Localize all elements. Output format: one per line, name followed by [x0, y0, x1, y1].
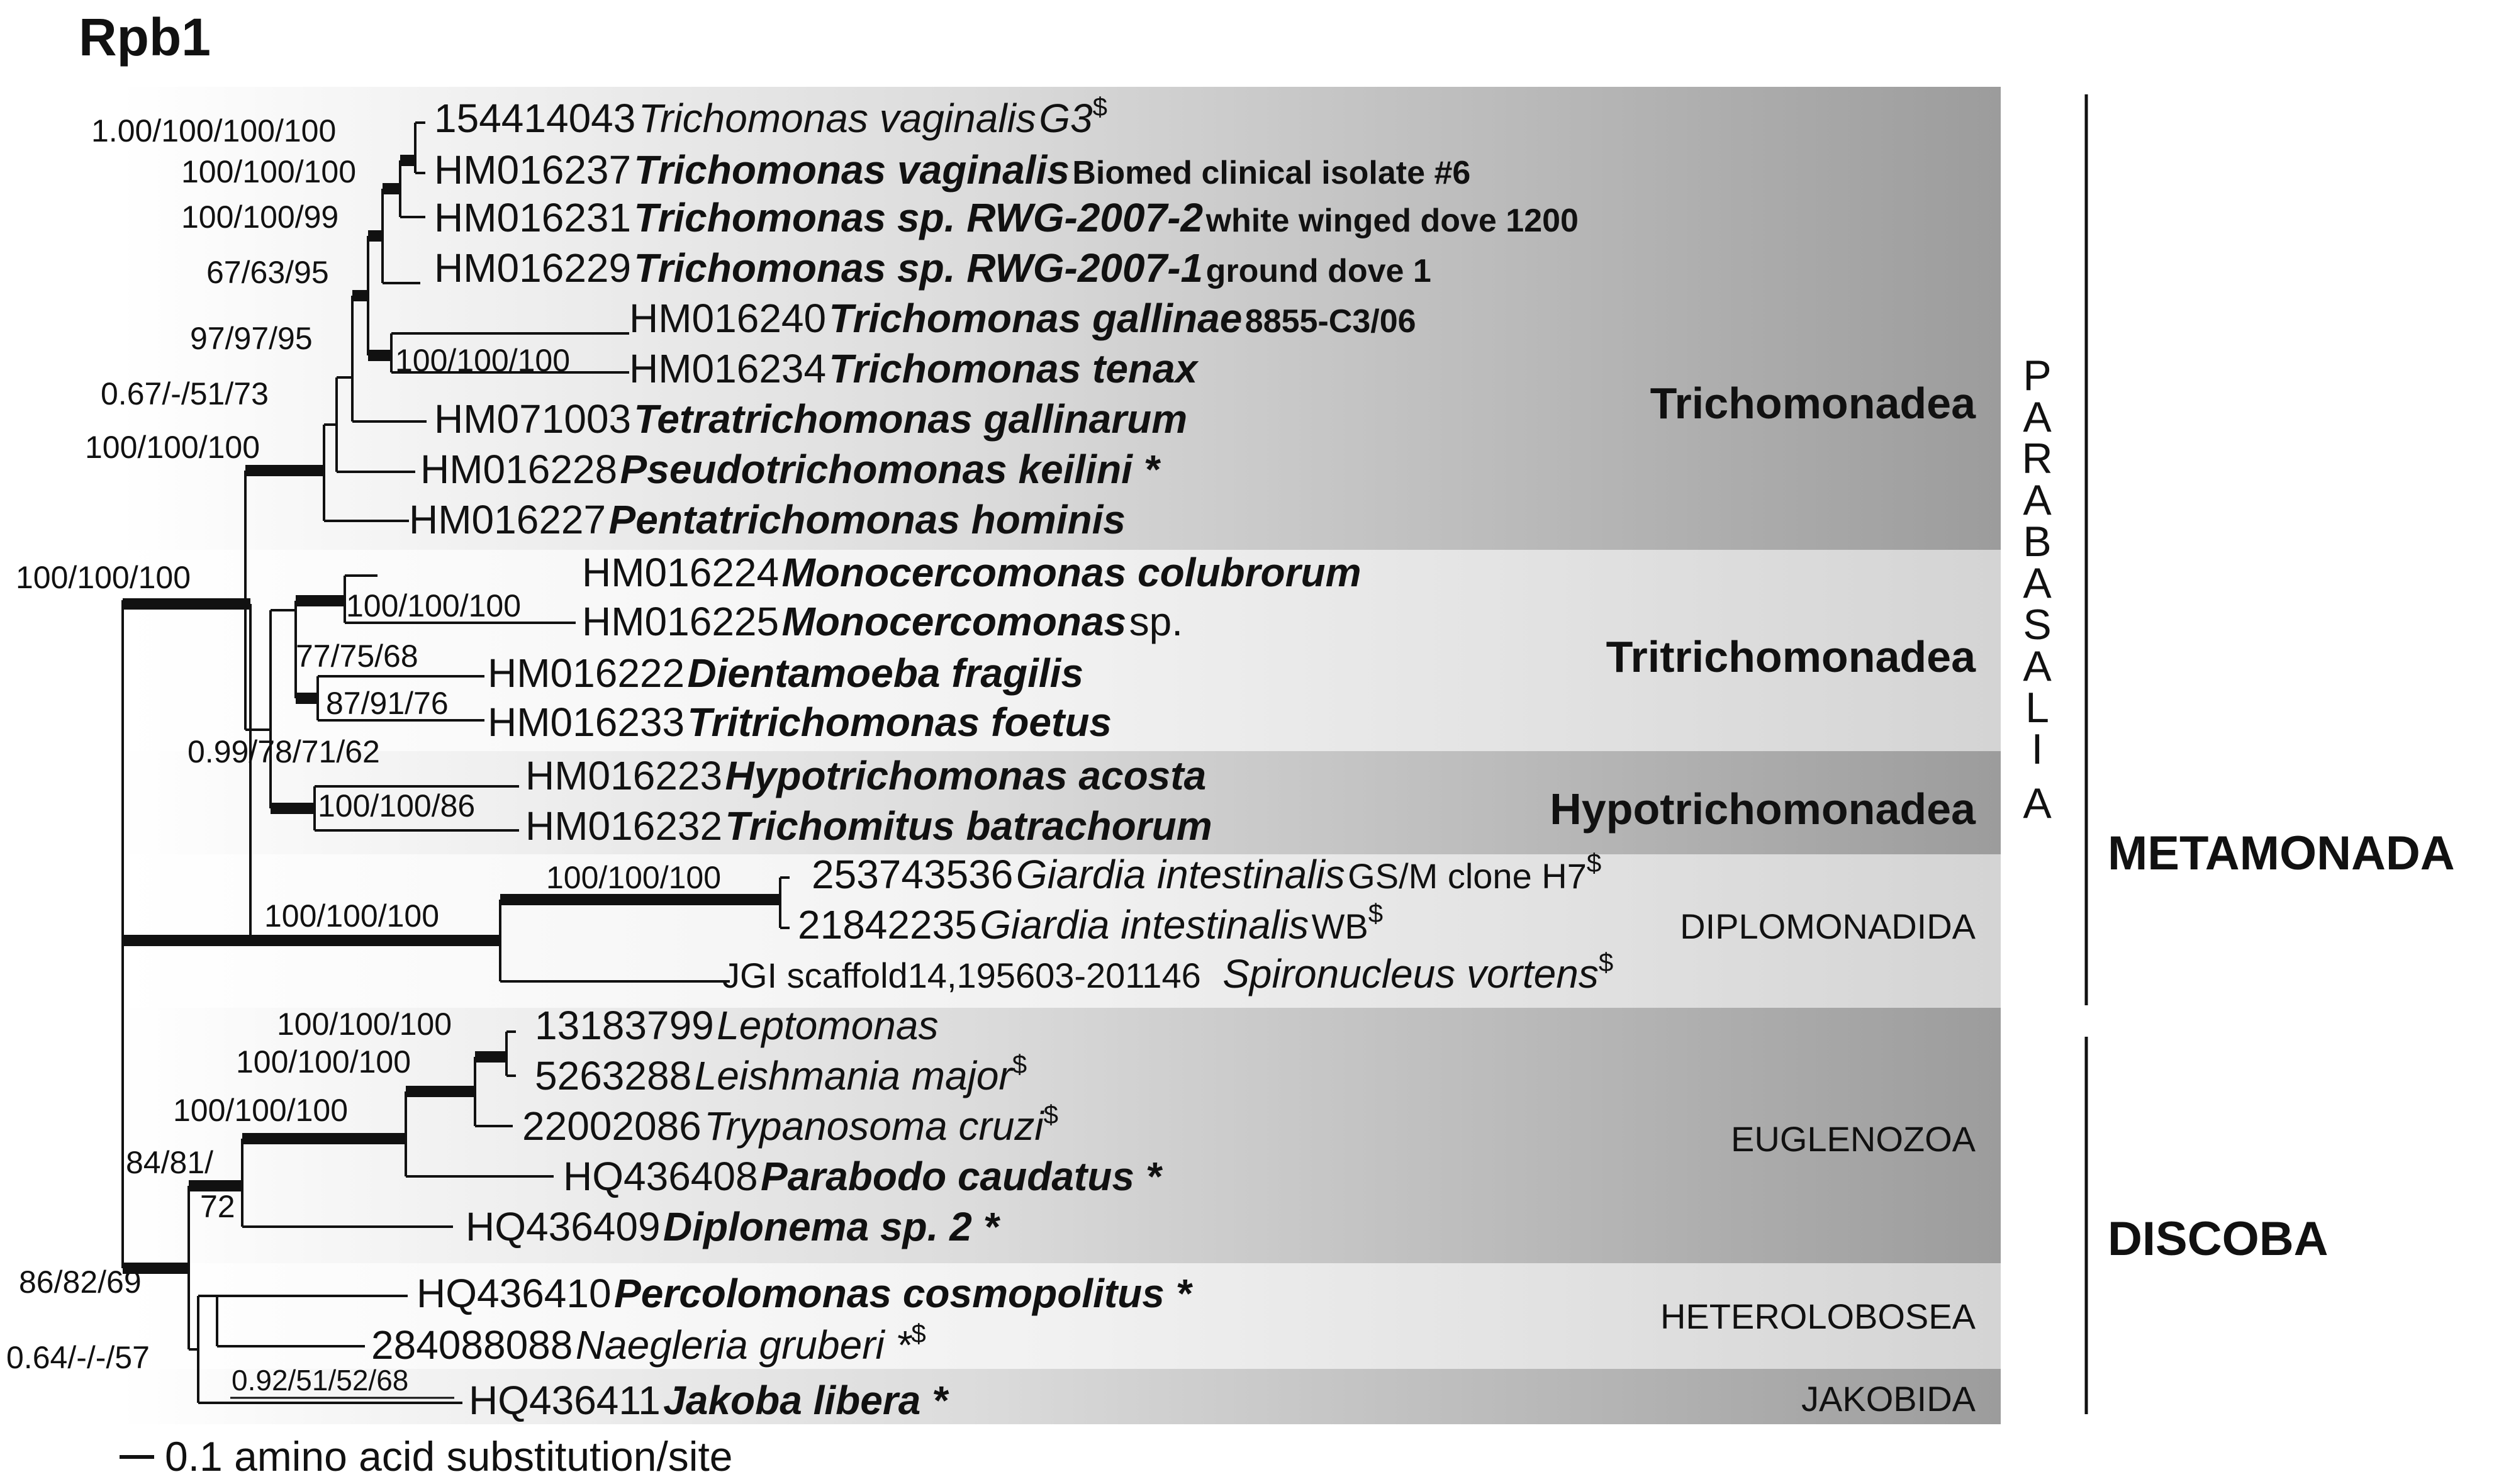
taxon-label: HQ436411 Jakoba libera *	[469, 1378, 949, 1423]
taxon-label: 22002086 Trypanosoma cruzi$	[522, 1100, 1058, 1149]
taxon-label: HM016222 Dientamoeba fragilis	[488, 650, 1083, 696]
band-diplomonadida	[120, 854, 2001, 1008]
parabasalia-letter: S	[2023, 601, 2051, 649]
taxon-label: 154414043 Trichomonas vaginalis G3$	[434, 92, 1107, 141]
support-value: 67/63/95	[206, 255, 329, 290]
support-value: 100/100/100	[346, 588, 521, 623]
parabasalia-letter: L	[2025, 684, 2049, 732]
support-value: 77/75/68	[296, 639, 418, 674]
taxon-label: 13183799 Leptomonas	[535, 1003, 938, 1048]
band-trichomonadea	[120, 87, 2001, 550]
support-value: 100/100/100	[236, 1044, 411, 1080]
support-value: 100/100/100	[173, 1093, 348, 1128]
support-value: 100/100/100	[395, 343, 570, 378]
taxon-label: HM016231 Trichomonas sp. RWG-2007-2 whit…	[434, 195, 1579, 240]
band-heterolobosea	[120, 1263, 2001, 1369]
supergroup-label-discoba: DISCOBA	[2108, 1212, 2328, 1266]
taxon-label: HM016227 Pentatrichomonas hominis	[409, 497, 1126, 542]
taxon-label: HM016233 Tritrichomonas foetus	[488, 700, 1112, 745]
taxon-label: HM016232 Trichomitus batrachorum	[525, 803, 1212, 849]
parabasalia-letter: I	[2032, 725, 2044, 773]
support-value: 97/97/95	[190, 321, 313, 356]
taxon-label: HM016240 Trichomonas gallinae 8855-C3/06	[629, 296, 1416, 341]
group-label-euglenozoa: EUGLENOZOA	[1731, 1119, 1976, 1159]
taxon-label: 253743536 Giardia intestinalis GS/M clon…	[812, 848, 1601, 897]
support-value: 100/100/99	[181, 199, 338, 235]
support-value: 1.00/100/100/100	[91, 113, 336, 148]
taxon-label: HM016234 Trichomonas tenax	[629, 346, 1199, 391]
taxon-label: HM016229 Trichomonas sp. RWG-2007-1 grou…	[434, 245, 1431, 291]
group-label-hypotrichomonadea: Hypotrichomonadea	[1550, 784, 1976, 834]
support-value: 100/100/100	[546, 860, 721, 895]
taxon-label: HM016225 Monocercomonas sp.	[582, 599, 1183, 644]
taxon-label: HM071003 Tetratrichomonas gallinarum	[434, 396, 1187, 442]
parabasalia-letter: A	[2023, 642, 2052, 690]
scale-label: 0.1 amino acid substitution/site	[165, 1433, 733, 1480]
taxon-label: 21842235 Giardia intestinalis WB$	[798, 898, 1383, 947]
support-value: 100/100/86	[318, 788, 475, 823]
group-label-trichomonadea: Trichomonadea	[1650, 379, 1976, 428]
support-value: 72	[200, 1189, 235, 1224]
band-tritrichomonadea	[120, 550, 2001, 751]
taxon-label: 5263288 Leishmania major$	[535, 1049, 1027, 1098]
taxon-label: JGI scaffold14,195603-201146 Spironucleu…	[722, 947, 1613, 996]
support-value: 0.92/51/52/68	[232, 1364, 408, 1397]
group-label-diplomonadida: DIPLOMONADIDA	[1680, 907, 1976, 946]
parabasalia-label: P A R A B A S A L I A	[2021, 352, 2052, 827]
support-value: 0.99/78/71/62	[187, 734, 380, 769]
taxon-label: HM016237 Trichomonas vaginalis Biomed cl…	[434, 147, 1470, 192]
parabasalia-letter: A	[2023, 779, 2052, 827]
taxon-labels: 154414043 Trichomonas vaginalis G3$ HM01…	[371, 92, 1613, 1423]
support-value: 100/100/100	[264, 898, 439, 934]
band-hypotrichomonadea	[120, 751, 2001, 854]
taxon-label: HQ436408 Parabodo caudatus *	[563, 1154, 1163, 1199]
support-value: 100/100/100	[16, 560, 191, 595]
support-value: 84/81/	[126, 1145, 213, 1180]
supergroup-label-metamonada: METAMONADA	[2108, 827, 2455, 880]
support-values: 1.00/100/100/100 100/100/100 100/100/99 …	[6, 113, 721, 1399]
taxon-label: HQ436410 Percolomonas cosmopolitus *	[417, 1271, 1194, 1316]
figure-title: Rpb1	[79, 8, 211, 67]
taxon-label: HQ436409 Diplonema sp. 2 *	[466, 1204, 1001, 1249]
support-value: 0.64/-/-/57	[6, 1340, 150, 1375]
parabasalia-letter: A	[2023, 393, 2052, 441]
group-labels: Trichomonadea Tritrichomonadea Hypotrich…	[1550, 379, 1976, 1419]
taxon-label: HM016223 Hypotrichomonas acosta	[525, 753, 1206, 798]
tree-branches	[121, 121, 790, 1404]
taxon-label: HM016224 Monocercomonas colubrorum	[582, 550, 1362, 595]
support-value: 86/82/69	[19, 1264, 142, 1300]
taxon-label: 284088088 Naegleria gruberi *$	[371, 1319, 926, 1368]
group-label-heterolobosea: HETEROLOBOSEA	[1660, 1297, 1976, 1336]
support-value: 100/100/100	[277, 1007, 452, 1042]
support-value: 0.67/-/51/73	[101, 376, 269, 411]
parabasalia-letter: R	[2021, 435, 2052, 483]
group-label-tritrichomonadea: Tritrichomonadea	[1606, 632, 1976, 681]
band-jakobida	[120, 1369, 2001, 1424]
support-value: 87/91/76	[326, 686, 449, 721]
support-value: 100/100/100	[181, 154, 356, 189]
parabasalia-letter: B	[2023, 518, 2051, 566]
group-label-jakobida: JAKOBIDA	[1801, 1379, 1976, 1419]
parabasalia-letter: P	[2023, 352, 2051, 399]
parabasalia-letter: A	[2023, 476, 2052, 524]
taxon-label: HM016228 Pseudotrichomonas keilini *	[420, 447, 1161, 492]
parabasalia-letter: A	[2023, 559, 2052, 607]
support-value: 100/100/100	[85, 430, 260, 465]
band-euglenozoa	[120, 1008, 2001, 1263]
